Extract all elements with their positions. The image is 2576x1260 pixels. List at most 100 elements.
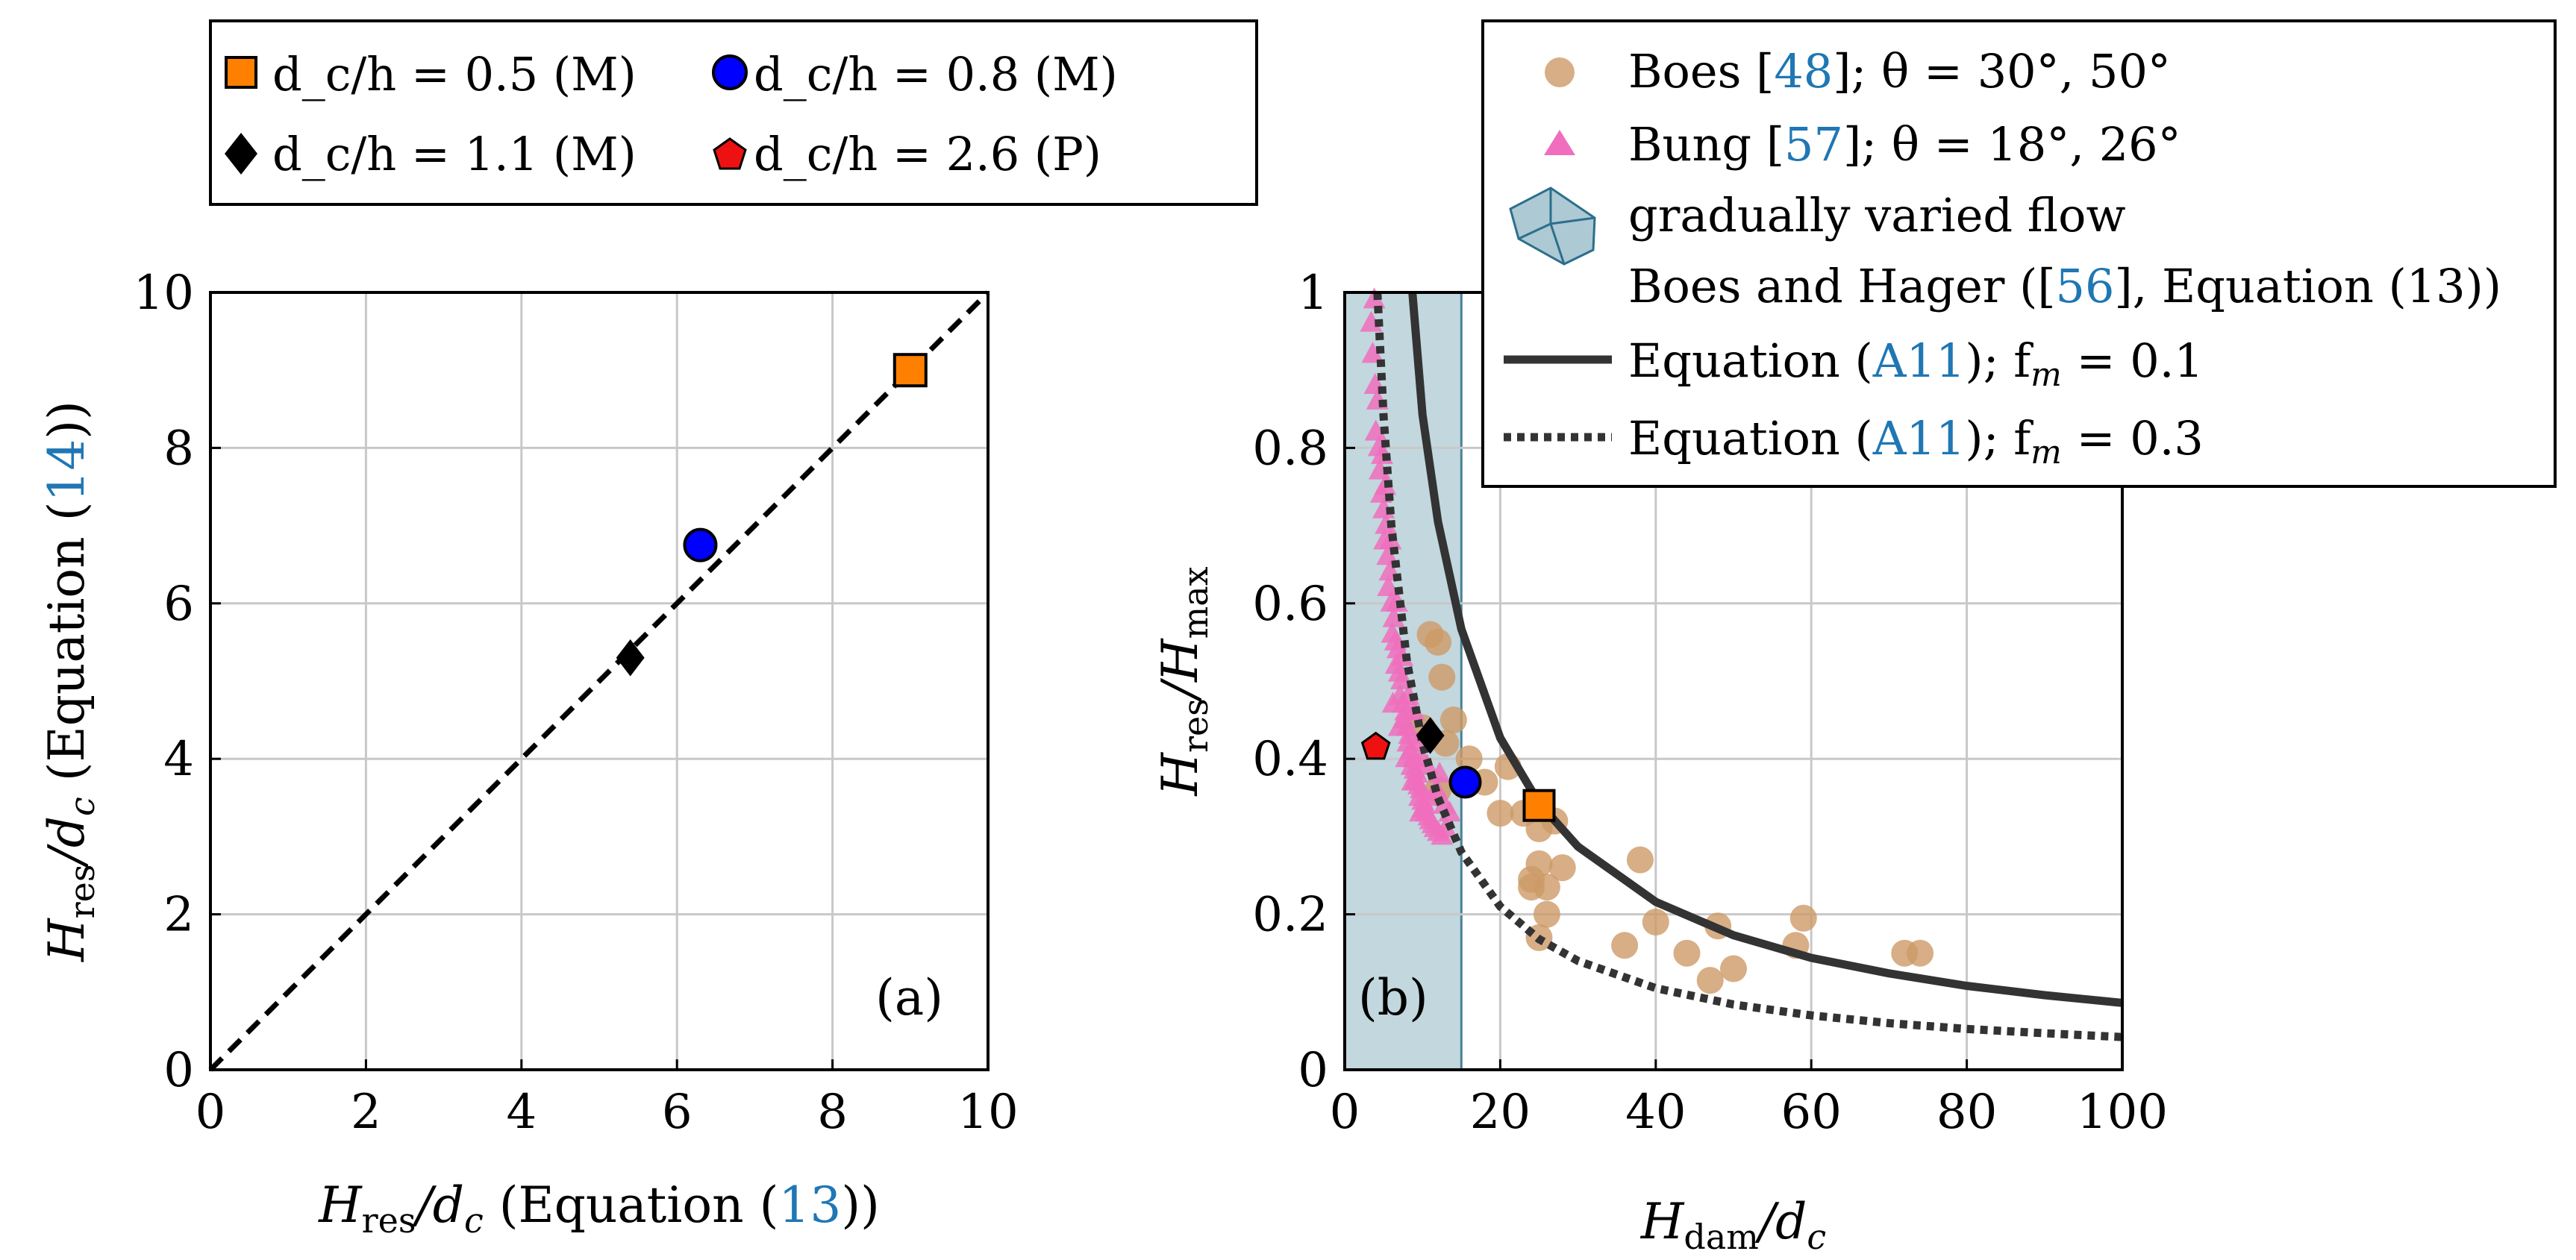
panel-a-x-tick-labels: 0 2 4 6 8 10 xyxy=(196,1085,1019,1140)
bung-point xyxy=(1376,544,1399,565)
x-tick-label: 10 xyxy=(957,1085,1018,1140)
panel-b-markers xyxy=(1360,717,1556,822)
y-tick-label: 0.2 xyxy=(1252,888,1328,943)
x-tick-label: 60 xyxy=(1781,1085,1841,1140)
bung-point xyxy=(1381,692,1404,713)
boes-point xyxy=(1907,939,1934,967)
legend-bung-marker xyxy=(1544,130,1575,155)
x-tick-label: 40 xyxy=(1625,1085,1686,1140)
panel-b-y-tick-labels: 0 0.2 0.4 0.6 0.8 1 xyxy=(1252,266,1328,1098)
boes-point xyxy=(1486,800,1514,827)
legend-pentagon-marker xyxy=(713,137,747,170)
legend-label-eq-fm-0-3: Equation (A11); fm = 0.3 xyxy=(1628,411,2204,471)
equation-a11-fm-0-1-curve xyxy=(1408,292,2123,1007)
panel-b-x-tick-labels: 0 20 40 60 80 100 xyxy=(1330,1085,2168,1140)
ref-56-link[interactable]: 56 xyxy=(2056,259,2115,313)
bung-point xyxy=(1409,800,1432,822)
boes-point xyxy=(1611,932,1639,959)
equation-a11-fm-0-3-curve xyxy=(1373,292,2123,1041)
panel-a-frame xyxy=(209,291,990,1071)
legend-label-bung: Bung [57]; θ = 18°, 26° xyxy=(1628,117,2181,172)
marker-circle xyxy=(683,527,718,562)
x-tick-label: 0 xyxy=(1330,1085,1360,1140)
legend-label-square: d_c/h = 0.5 (M) xyxy=(272,47,637,101)
panel-a-markers xyxy=(616,353,928,677)
marker-square xyxy=(892,353,928,388)
x-tick-label: 20 xyxy=(1470,1085,1531,1140)
boes-point xyxy=(1673,939,1701,967)
legend-markers xyxy=(209,19,1258,206)
legend-label-gvf-line1: gradually varied flow xyxy=(1628,188,2126,242)
eq-a11-link-2[interactable]: A11 xyxy=(1872,411,1966,466)
boes-points xyxy=(1409,621,1934,994)
marker-diamond xyxy=(616,639,645,677)
marker-diamond xyxy=(1416,717,1445,754)
legend-right: Boes [48]; θ = 30°, 50° Bung [57]; θ = 1… xyxy=(1481,19,2557,488)
legend-label-gvf-line2: Boes and Hager ([56], Equation (13)) xyxy=(1628,259,2501,313)
bung-point xyxy=(1401,769,1424,791)
x-tick-label: 4 xyxy=(506,1085,537,1140)
equation-14-link[interactable]: 14 xyxy=(38,439,96,502)
panel-b: 0 20 40 60 80 100 00.20.40.60.81 (b) Hdam/dc … xyxy=(1151,266,2168,1257)
panel-a-x-axis-label: Hres/dc (Equation (13)) xyxy=(318,1176,880,1241)
legend-gvf-patch-icon xyxy=(1509,187,1596,266)
bung-point xyxy=(1434,815,1457,837)
boes-point xyxy=(1533,900,1560,928)
legend-circle-marker xyxy=(712,54,748,90)
bung-point xyxy=(1361,342,1384,363)
y-tick-label: 0.4 xyxy=(1252,732,1328,787)
bung-point xyxy=(1377,574,1400,596)
panel-a-label: (a) xyxy=(875,969,943,1027)
boes-point xyxy=(1696,967,1724,994)
boes-point xyxy=(1642,909,1669,936)
panel-a-reference-line xyxy=(208,290,990,1072)
y-tick-label: 8 xyxy=(163,421,194,476)
y-tick-label: 6 xyxy=(163,577,194,632)
legend-box-left xyxy=(209,19,1258,206)
y-tick-label: 2 xyxy=(163,888,194,943)
panel-b-label: (b) xyxy=(1358,969,1428,1027)
boes-point xyxy=(1455,745,1483,773)
y-tick-label: 0.8 xyxy=(1252,421,1328,476)
legend-boes-marker xyxy=(1545,57,1575,87)
legend-label-eq-fm-0-1: Equation (A11); fm = 0.1 xyxy=(1628,333,2204,394)
boes-point xyxy=(1626,846,1654,874)
ref-57-link[interactable]: 57 xyxy=(1784,117,1843,172)
legend-box-right xyxy=(1481,19,2557,488)
boes-point xyxy=(1789,904,1817,932)
x-tick-label: 100 xyxy=(2077,1085,2168,1140)
legend-labels: d_c/h = 0.5 (M) d_c/h = 0.8 (M) d_c/h = … xyxy=(272,47,1118,181)
ref-48-link[interactable]: 48 xyxy=(1774,44,1833,98)
boes-point xyxy=(1428,663,1456,691)
legend-label-boes: Boes [48]; θ = 30°, 50° xyxy=(1628,44,2171,98)
panel-a: 0 2 4 6 8 10 0 2 4 6 8 10 (a) Hres/dc (Equation (1… xyxy=(38,266,1019,1241)
x-tick-label: 0 xyxy=(196,1085,226,1140)
eq-a11-link-1[interactable]: A11 xyxy=(1872,333,1966,388)
boes-point xyxy=(1720,955,1747,982)
boes-point xyxy=(1439,706,1467,734)
x-tick-label: 80 xyxy=(1936,1085,1997,1140)
x-tick-label: 2 xyxy=(351,1085,381,1140)
legend-label-pentagon: d_c/h = 2.6 (P) xyxy=(754,127,1101,181)
boes-point xyxy=(1518,865,1545,893)
bung-point xyxy=(1364,419,1387,441)
x-tick-label: 8 xyxy=(817,1085,848,1140)
marker-pentagon xyxy=(1360,731,1391,760)
panel-a-y-tick-labels: 0 2 4 6 8 10 xyxy=(134,266,194,1098)
y-tick-label: 0 xyxy=(163,1043,194,1098)
legend-label-diamond: d_c/h = 1.1 (M) xyxy=(272,127,637,181)
y-tick-label: 4 xyxy=(163,732,194,787)
y-tick-label: 0 xyxy=(1298,1043,1328,1098)
bung-point xyxy=(1382,606,1405,627)
boes-point xyxy=(1548,854,1576,882)
marker-square xyxy=(1522,789,1556,822)
panel-b-y-axis-label: Hres/Hmax xyxy=(1151,566,1216,796)
panel-a-grid xyxy=(209,291,990,1071)
legend-label-circle: d_c/h = 0.8 (M) xyxy=(754,47,1118,101)
y-tick-label: 1 xyxy=(1298,266,1328,321)
panel-a-y-axis-label: Hres/dc (Equation (14)) xyxy=(38,401,102,962)
bung-point xyxy=(1375,513,1398,534)
legend-diamond-marker xyxy=(225,133,257,175)
equation-13-link[interactable]: 13 xyxy=(778,1176,841,1234)
